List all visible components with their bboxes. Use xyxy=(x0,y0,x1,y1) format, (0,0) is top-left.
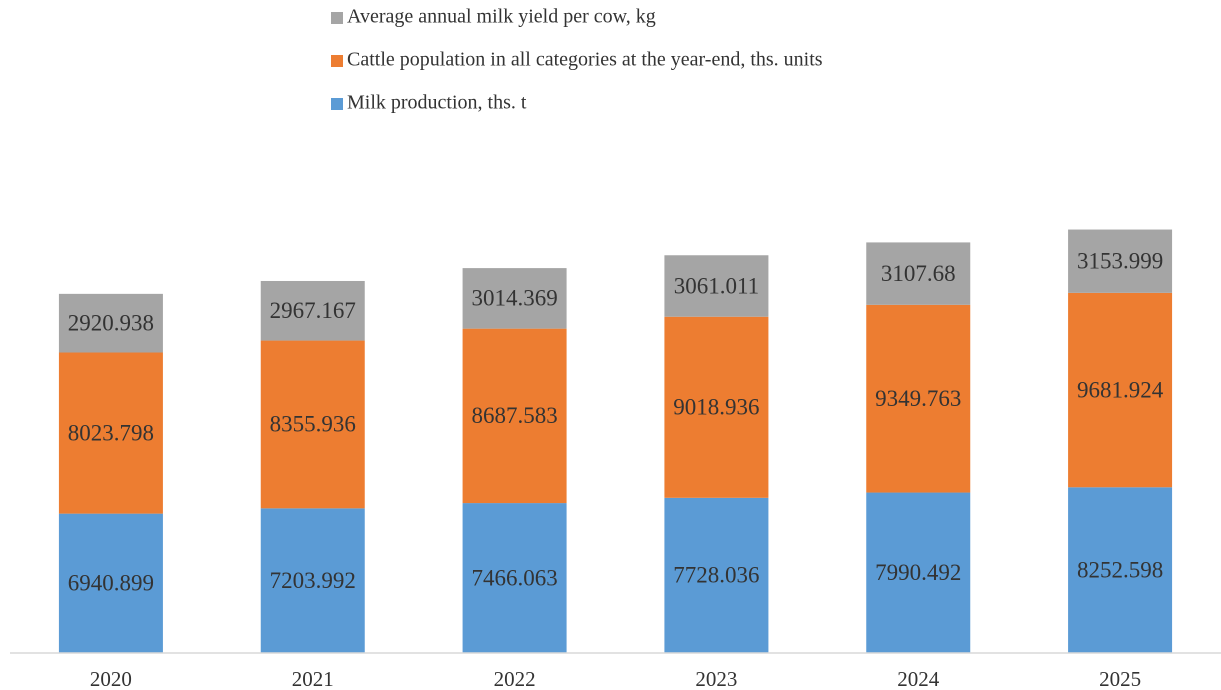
bar-segment xyxy=(462,268,567,329)
legend-label: Cattle population in all categories at t… xyxy=(347,49,823,71)
legend-label: Average annual milk yield per cow, kg xyxy=(347,6,656,28)
data-label: 8355.936 xyxy=(270,412,356,437)
data-label: 8023.798 xyxy=(68,420,154,445)
data-label: 3061.011 xyxy=(674,273,759,298)
data-label: 3153.999 xyxy=(1077,248,1163,273)
data-label: 7203.992 xyxy=(270,568,356,593)
data-label: 7466.063 xyxy=(471,565,557,590)
bar-segment xyxy=(462,503,567,653)
data-label: 9349.763 xyxy=(875,386,961,411)
data-label: 3107.68 xyxy=(881,261,956,286)
data-label: 9681.924 xyxy=(1077,377,1164,402)
x-tick-label: 2022 xyxy=(494,667,536,690)
data-label: 8687.583 xyxy=(471,403,557,428)
legend-swatch xyxy=(331,55,343,67)
bar-segment xyxy=(260,280,365,341)
bar-segment xyxy=(462,328,567,504)
x-tick-label: 2025 xyxy=(1099,667,1141,690)
x-tick-label: 2023 xyxy=(695,667,737,690)
bar-segment xyxy=(58,352,163,514)
data-label: 7728.036 xyxy=(673,563,759,588)
legend-label: Milk production, ths. t xyxy=(347,92,527,114)
bar-segment xyxy=(866,242,971,305)
bar-segment xyxy=(664,316,769,498)
data-label: 2967.167 xyxy=(270,298,356,323)
legend-swatch xyxy=(331,98,343,110)
bar-segment xyxy=(1068,292,1173,488)
bar-segment xyxy=(1068,229,1173,293)
bar-segment xyxy=(664,497,769,653)
data-label: 8252.598 xyxy=(1077,557,1163,582)
x-tick-label: 2020 xyxy=(90,667,132,690)
legend-swatch xyxy=(331,12,343,24)
x-tick-label: 2021 xyxy=(292,667,334,690)
bar-segment xyxy=(58,293,163,353)
bar-segment xyxy=(866,304,971,493)
data-label: 6940.899 xyxy=(68,571,154,596)
data-label: 3014.369 xyxy=(471,286,557,311)
data-label: 9018.936 xyxy=(673,395,759,420)
bar-segment xyxy=(866,492,971,653)
data-label: 7990.492 xyxy=(875,560,961,585)
bar-segment xyxy=(664,255,769,317)
bar-segment xyxy=(1068,487,1173,653)
bar-segment xyxy=(260,340,365,509)
x-tick-label: 2024 xyxy=(897,667,940,690)
data-label: 2920.938 xyxy=(68,310,154,335)
bar-segment xyxy=(58,513,163,653)
bar-segment xyxy=(260,508,365,653)
